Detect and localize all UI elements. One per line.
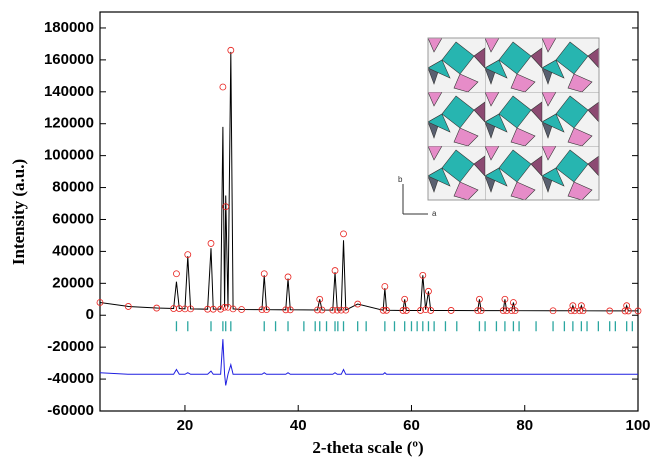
y-tick-label: 180000	[44, 19, 94, 36]
observed-point	[341, 231, 347, 237]
observed-point	[220, 84, 226, 90]
x-tick-label: 60	[403, 417, 420, 434]
x-tick-label: 100	[625, 417, 650, 434]
x-tick-label: 40	[290, 417, 307, 434]
chart: -60000 -40000 -20000 0 20000 40000 60000 80000 1…	[0, 0, 654, 460]
series-line	[100, 339, 638, 385]
x-axis-title: 2-theta scale (º)	[312, 438, 423, 457]
x-tick-label: 80	[516, 417, 533, 434]
inset-axis-label: b	[398, 175, 403, 184]
y-tick-label: -40000	[47, 370, 94, 387]
crystal-structure-inset	[428, 38, 599, 200]
x-tick-label: 20	[177, 417, 194, 434]
y-tick-label: 120000	[44, 115, 94, 132]
observed-point	[173, 271, 179, 277]
y-axis-title: Intensity (a.u.)	[9, 159, 28, 265]
inset-axis-label: a	[432, 209, 437, 218]
y-tick-label: 60000	[52, 210, 94, 227]
observed-point	[208, 240, 214, 246]
y-tick-label: 80000	[52, 179, 94, 196]
y-tick-label: 140000	[44, 83, 94, 100]
y-tick-label: 100000	[44, 147, 94, 164]
y-tick-label: 40000	[52, 242, 94, 259]
y-tick-label: -60000	[47, 402, 94, 419]
y-tick-label: 0	[86, 306, 94, 323]
y-tick-label: 20000	[52, 274, 94, 291]
y-tick-label: -20000	[47, 338, 94, 355]
y-tick-label: 160000	[44, 51, 94, 68]
